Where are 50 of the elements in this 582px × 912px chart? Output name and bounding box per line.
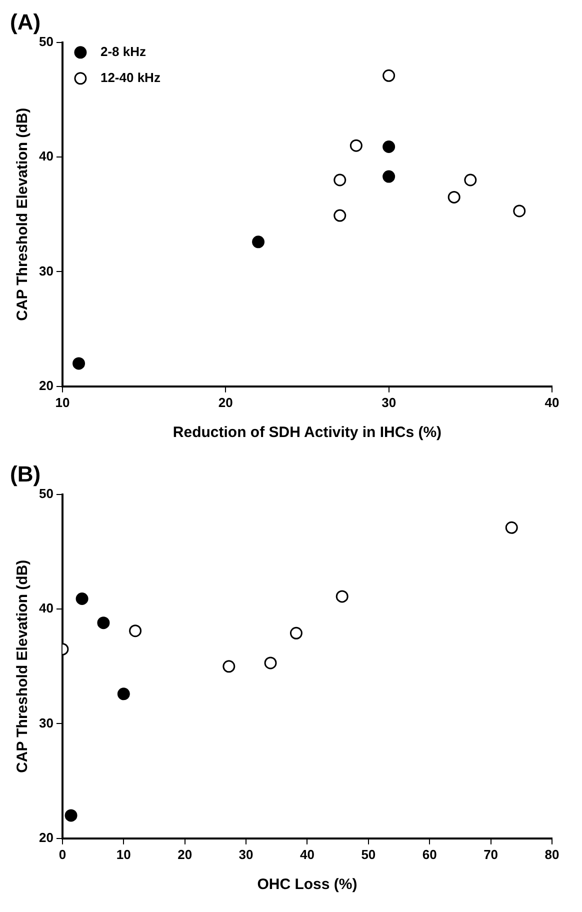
point: [117, 688, 130, 700]
y-axis-title: CAP Threshold Elevation (dB): [14, 108, 32, 321]
x-tick-label: 30: [382, 394, 396, 410]
y-tick-label: 40: [38, 600, 54, 616]
chart-title: (A): [10, 9, 41, 34]
point: [448, 190, 460, 204]
x-tick-label: 20: [178, 846, 192, 862]
point: [382, 140, 396, 153]
x-tick-label: 40: [544, 394, 560, 410]
legend-label: 12-40 kHz: [100, 70, 161, 85]
point: [382, 69, 396, 82]
point: [464, 174, 477, 186]
y-axis-title: CAP Threshold Elevation (dB): [14, 560, 32, 773]
y-tick-label: 50: [38, 486, 54, 501]
y-tick-label: 30: [38, 715, 54, 730]
y-tick-label: 50: [38, 34, 54, 49]
point: [505, 521, 518, 534]
point: [334, 209, 346, 222]
x-tick-label: 80: [544, 846, 560, 862]
point: [64, 809, 78, 822]
x-tick-label: 30: [238, 846, 254, 862]
x-tick-label: 50: [361, 846, 376, 862]
x-tick-label: 0: [58, 846, 66, 862]
y-tick-label: 30: [38, 263, 54, 278]
x-tick-label: 10: [116, 846, 131, 862]
y-tick-label: 40: [38, 148, 54, 164]
point: [252, 236, 265, 248]
x-tick-label: 70: [484, 846, 498, 862]
y-tick-label: 20: [38, 830, 54, 845]
point: [222, 660, 236, 673]
x-tick-label: 60: [422, 846, 437, 862]
point: [513, 204, 526, 218]
point: [290, 626, 302, 640]
point: [76, 592, 88, 605]
x-tick-label: 20: [218, 394, 233, 410]
x-tick-label: 40: [300, 846, 314, 862]
point: [334, 174, 346, 186]
x-axis-title: OHC Loss (%): [257, 876, 358, 894]
point: [72, 357, 86, 370]
y-tick-label: 20: [38, 378, 54, 393]
point: [264, 656, 277, 670]
legend-label: 2-8 kHz: [100, 44, 146, 59]
point: [129, 624, 142, 638]
x-tick-label: 10: [55, 394, 70, 410]
point: [382, 170, 396, 183]
point: [97, 616, 110, 630]
point: [336, 590, 348, 603]
chart-title: (B): [10, 461, 41, 486]
x-axis-title: Reduction of SDH Activity in IHCs (%): [172, 424, 442, 442]
point: [350, 139, 362, 152]
